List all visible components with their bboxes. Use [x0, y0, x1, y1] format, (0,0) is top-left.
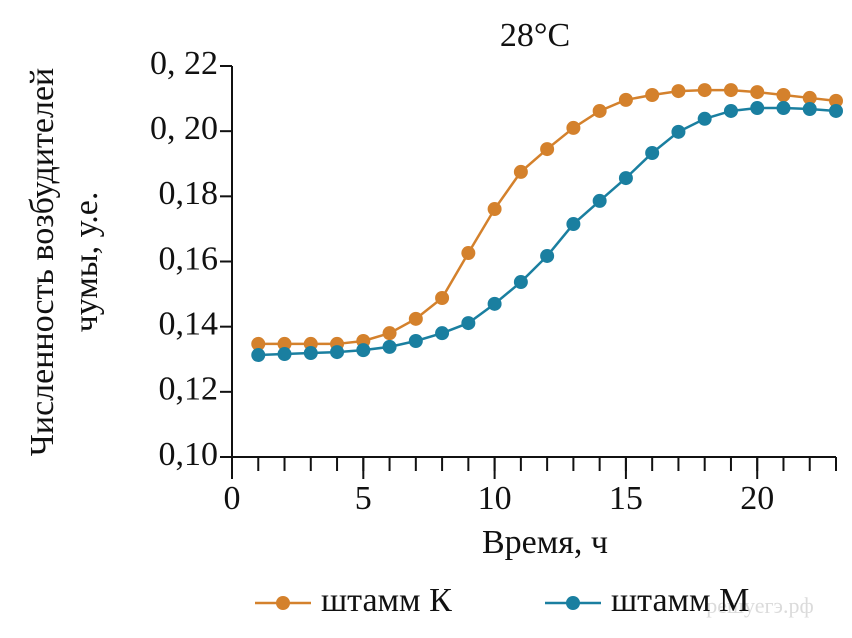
marker — [566, 217, 581, 232]
marker — [671, 84, 686, 99]
marker — [408, 311, 423, 326]
x-tick-label: 10 — [478, 480, 512, 517]
marker — [435, 290, 450, 305]
marker — [618, 92, 633, 107]
marker — [750, 85, 765, 100]
y-axis-label-line: чумы, у.е. — [68, 192, 105, 333]
legend-label: штамм М — [611, 582, 749, 619]
y-axis-label: Численность возбудителей чумы, у.е. — [24, 68, 105, 456]
chart-title: 28°C — [500, 17, 570, 54]
marker — [435, 326, 450, 341]
series-line — [258, 88, 837, 346]
marker — [513, 275, 528, 290]
y-axis-label-line: Численность возбудителей — [24, 68, 61, 456]
marker — [829, 103, 843, 118]
marker — [251, 336, 266, 351]
marker — [540, 142, 555, 157]
marker — [303, 346, 318, 361]
marker — [382, 339, 397, 354]
marker — [829, 93, 843, 108]
legend-marker — [566, 596, 580, 610]
y-tick-label: 0,18 — [159, 175, 219, 212]
marker — [487, 296, 502, 311]
marker — [723, 83, 738, 98]
marker — [723, 103, 738, 118]
x-axis-label: Время, ч — [482, 524, 608, 561]
marker — [356, 343, 371, 358]
marker — [540, 248, 555, 263]
y-tick-label: 0,16 — [159, 240, 219, 277]
marker — [671, 124, 686, 139]
x-tick-label: 5 — [355, 480, 372, 517]
marker — [645, 87, 660, 102]
legend-label: штамм К — [321, 582, 452, 619]
y-tick-label: 0, 22 — [150, 45, 218, 82]
marker — [277, 336, 292, 351]
x-tick-label: 15 — [609, 480, 643, 517]
marker — [330, 345, 345, 360]
x-tick-label: 0 — [224, 480, 241, 517]
marker — [618, 171, 633, 186]
marker — [251, 348, 266, 363]
marker — [461, 316, 476, 331]
y-tick-label: 0, 20 — [150, 110, 218, 147]
y-tick-label: 0,14 — [159, 305, 219, 342]
x-tick-label: 20 — [740, 480, 774, 517]
marker — [277, 347, 292, 362]
legend-marker — [276, 596, 290, 610]
watermark: решуегэ.рф — [706, 593, 813, 618]
marker — [697, 111, 712, 126]
marker — [487, 202, 502, 217]
marker — [776, 101, 791, 116]
marker — [802, 90, 817, 105]
marker — [776, 87, 791, 102]
marker — [513, 164, 528, 179]
marker — [802, 102, 817, 117]
marker — [408, 334, 423, 349]
marker — [566, 120, 581, 135]
marker — [697, 83, 712, 98]
marker — [592, 193, 607, 208]
marker — [461, 246, 476, 261]
marker — [750, 101, 765, 116]
marker — [382, 326, 397, 341]
y-tick-label: 0,12 — [159, 371, 219, 408]
marker — [592, 103, 607, 118]
marker — [645, 145, 660, 160]
y-tick-label: 0,10 — [159, 436, 219, 473]
